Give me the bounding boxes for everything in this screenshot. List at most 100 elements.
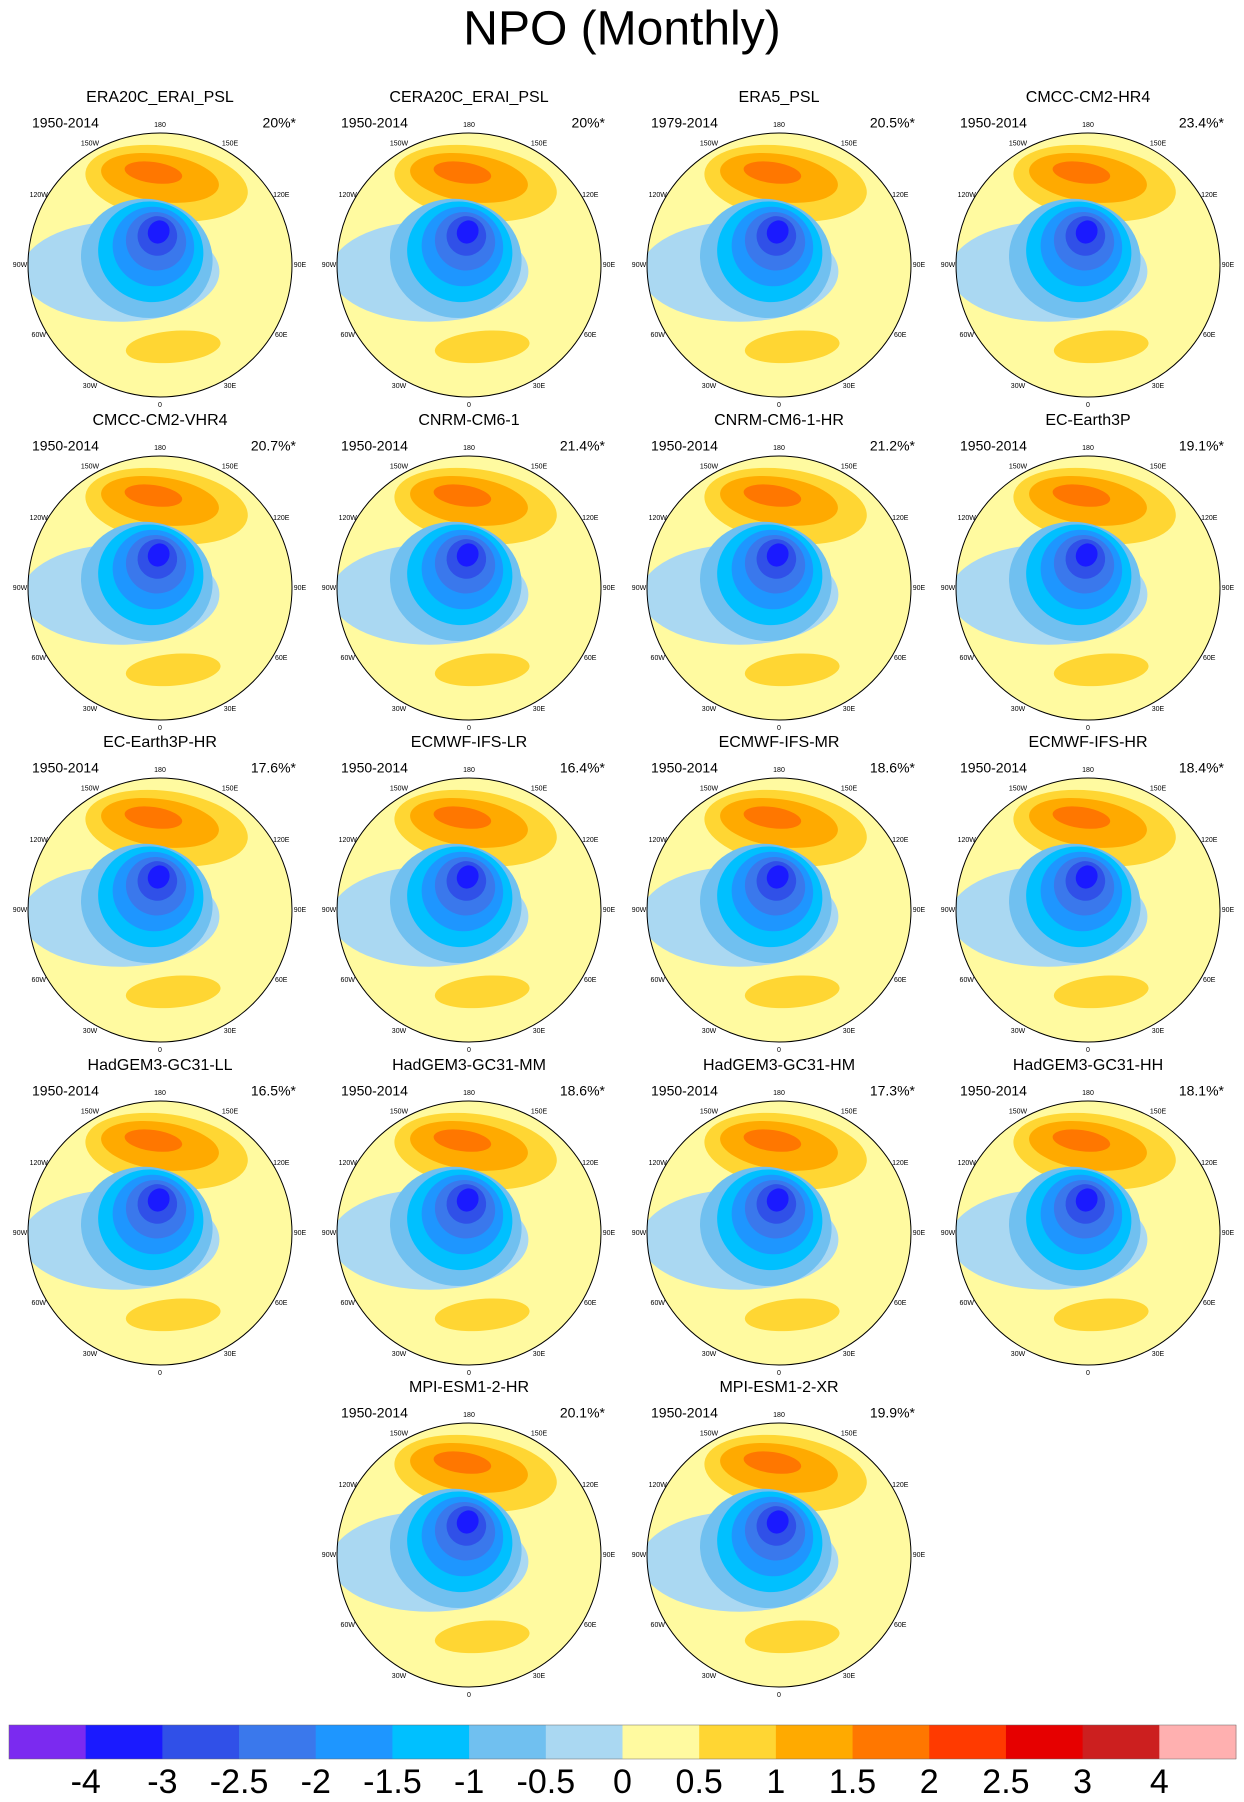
panel-variance: 21.2%*: [870, 438, 916, 454]
longitude-label: 30W: [392, 383, 407, 390]
panel-title: CMCC-CM2-HR4: [1026, 89, 1151, 106]
positive-anomaly: [1053, 975, 1149, 1009]
longitude-label: 30E: [533, 1028, 546, 1035]
panel-period: 1950-2014: [341, 760, 408, 776]
longitude-label: 180: [1082, 767, 1094, 774]
longitude-label: 150E: [1150, 464, 1167, 471]
longitude-label: 90W: [322, 262, 337, 269]
map-field: [337, 133, 601, 397]
longitude-label: 90W: [13, 907, 28, 914]
negative-anomaly: [147, 220, 170, 244]
longitude-label: 30W: [702, 706, 717, 713]
map-border: [646, 132, 912, 398]
longitude-label: 180: [773, 445, 785, 452]
map-field: [956, 133, 1220, 397]
panel-variance: 18.4%*: [1179, 760, 1225, 776]
longitude-label: 90W: [941, 262, 956, 269]
longitude-label: 30E: [533, 383, 546, 390]
map-field: [956, 456, 1220, 720]
colorbar-swatch: [9, 1725, 87, 1759]
longitude-label: 150W: [700, 464, 719, 471]
panel-title: MPI-ESM1-2-HR: [409, 1379, 529, 1396]
panel-period: 1950-2014: [651, 760, 718, 776]
longitude-label: 90W: [322, 1230, 337, 1237]
positive-anomaly: [125, 1298, 221, 1332]
longitude-label: 120W: [30, 515, 49, 522]
positive-anomaly: [433, 806, 492, 829]
longitude-label: 30E: [1152, 706, 1165, 713]
longitude-label: 120W: [958, 837, 977, 844]
longitude-label: 120E: [273, 1160, 290, 1167]
longitude-label: 30E: [533, 1351, 546, 1358]
map-field: [337, 1423, 601, 1687]
longitude-label: 120W: [649, 515, 668, 522]
longitude-label: 60E: [275, 332, 288, 339]
longitude-label: 30W: [1011, 383, 1026, 390]
longitude-label: 30W: [83, 383, 98, 390]
longitude-label: 60W: [341, 977, 356, 984]
longitude-label: 120E: [892, 515, 909, 522]
longitude-label: 90E: [913, 585, 926, 592]
map-border: [27, 1100, 293, 1366]
colorbar-swatch: [315, 1725, 393, 1759]
longitude-label: 60E: [275, 655, 288, 662]
positive-anomaly: [124, 161, 183, 184]
panel-period: 1979-2014: [651, 115, 718, 131]
panel-period: 1950-2014: [960, 115, 1027, 131]
longitude-label: 90W: [941, 1230, 956, 1237]
map-field: [647, 778, 911, 1042]
longitude-label: 90W: [13, 1230, 28, 1237]
longitude-label: 30W: [702, 1028, 717, 1035]
longitude-label: 150E: [841, 786, 858, 793]
map-field: [337, 456, 601, 720]
positive-anomaly: [434, 975, 530, 1009]
longitude-label: 60W: [960, 655, 975, 662]
map-panel: CNRM-CM6-1-HR 1950-2014 21.2%* 180 150E 120E 9…: [632, 412, 926, 732]
longitude-label: 0: [467, 1370, 471, 1377]
panel-variance: 19.1%*: [1179, 438, 1225, 454]
longitude-label: 150E: [531, 1109, 548, 1116]
longitude-label: 120W: [339, 515, 358, 522]
colorbar-swatch: [545, 1725, 623, 1759]
longitude-label: 60W: [32, 977, 47, 984]
panel-title: EC-Earth3P-HR: [103, 734, 217, 751]
longitude-label: 60W: [960, 332, 975, 339]
longitude-label: 120E: [582, 515, 599, 522]
panel-variance: 18.6%*: [870, 760, 916, 776]
panel-variance: 20%*: [263, 115, 297, 131]
longitude-label: 60E: [584, 977, 597, 984]
colorbar-swatch: [929, 1725, 1007, 1759]
map-field: [28, 456, 292, 720]
positive-anomaly: [1053, 1298, 1149, 1332]
panel-title: HadGEM3-GC31-MM: [392, 1057, 546, 1074]
panel-period: 1950-2014: [651, 1083, 718, 1099]
colorbar-swatch: [775, 1725, 854, 1759]
map-field: [28, 778, 292, 1042]
panel-title: ERA20C_ERAI_PSL: [86, 89, 234, 106]
longitude-label: 30W: [83, 1351, 98, 1358]
longitude-label: 90W: [322, 907, 337, 914]
map-panel: EC-Earth3P 1950-2014 19.1%* 180 150E 120E 90E 6…: [941, 412, 1235, 732]
longitude-label: 0: [777, 1370, 781, 1377]
longitude-label: 30E: [224, 1028, 237, 1035]
longitude-label: 60W: [32, 1300, 47, 1307]
longitude-label: 120E: [892, 1482, 909, 1489]
colorbar: -4 -3 -2.5 -2 -1.5 -1 -0.5 0 0.5 1 1.5 2 2.5 3 4: [8, 1724, 1237, 1801]
map-border: [955, 455, 1221, 721]
map-panel: HadGEM3-GC31-MM 1950-2014 18.6%* 180 150E 120…: [322, 1057, 616, 1377]
colorbar-swatch: [1082, 1725, 1160, 1759]
longitude-label: 30W: [392, 706, 407, 713]
longitude-label: 180: [773, 1412, 785, 1419]
longitude-label: 90W: [13, 585, 28, 592]
longitude-label: 30E: [843, 1673, 856, 1680]
longitude-label: 0: [158, 1370, 162, 1377]
longitude-label: 150W: [1009, 1109, 1028, 1116]
longitude-label: 30E: [843, 1028, 856, 1035]
colorbar-label: -2: [301, 1763, 331, 1801]
negative-anomaly: [766, 1510, 789, 1534]
panel-period: 1950-2014: [341, 115, 408, 131]
map-field: [337, 1101, 601, 1365]
